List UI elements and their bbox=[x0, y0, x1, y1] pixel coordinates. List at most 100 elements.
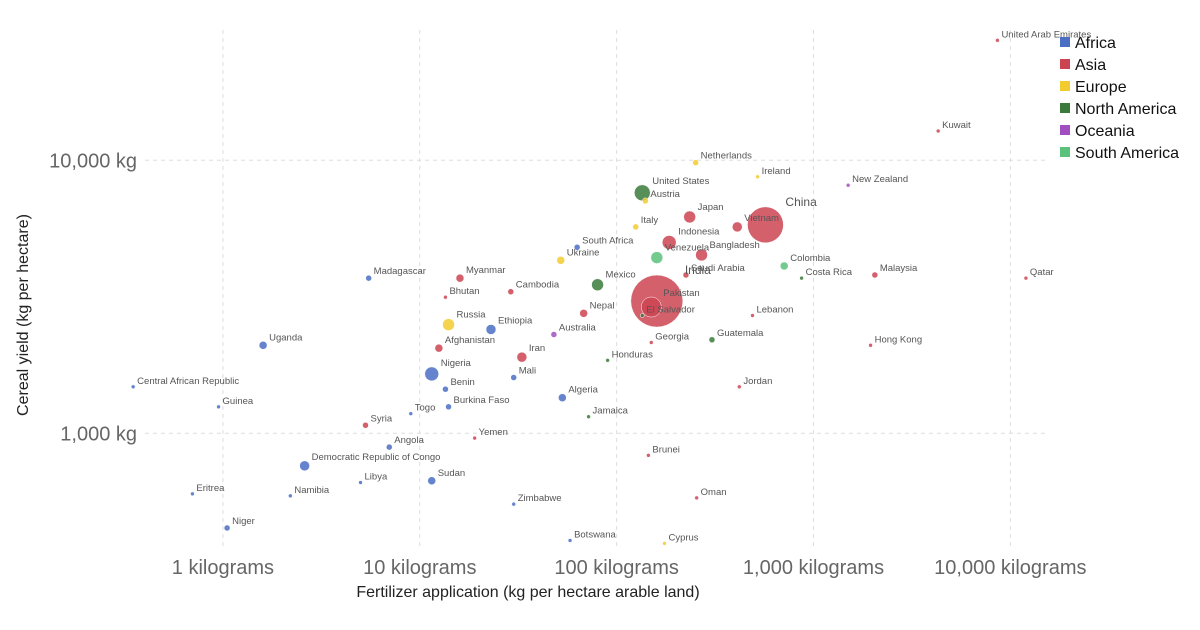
data-point[interactable] bbox=[299, 460, 310, 472]
data-point[interactable] bbox=[442, 385, 449, 393]
point-label: Oman bbox=[701, 487, 727, 498]
data-point[interactable] bbox=[692, 159, 699, 166]
data-point[interactable] bbox=[408, 411, 414, 416]
data-point[interactable] bbox=[443, 294, 448, 300]
point-label: Bangladesh bbox=[710, 240, 760, 251]
data-point[interactable] bbox=[362, 422, 369, 429]
point-label: Russia bbox=[457, 310, 487, 321]
data-point[interactable] bbox=[434, 343, 444, 353]
data-point[interactable] bbox=[511, 501, 516, 507]
point-label: Eritrea bbox=[196, 483, 225, 494]
data-point[interactable] bbox=[605, 358, 610, 363]
data-point[interactable] bbox=[130, 384, 136, 390]
data-point[interactable] bbox=[868, 343, 873, 348]
point-label: Benin bbox=[450, 377, 474, 388]
data-point[interactable] bbox=[650, 251, 664, 264]
data-point[interactable] bbox=[708, 336, 716, 344]
data-point[interactable] bbox=[445, 403, 452, 411]
point-label: Afghanistan bbox=[445, 335, 495, 346]
x-tick-label: 10 kilograms bbox=[363, 557, 476, 579]
data-point[interactable] bbox=[747, 206, 784, 244]
data-point[interactable] bbox=[510, 374, 517, 381]
data-point[interactable] bbox=[779, 261, 789, 271]
point-label: Costa Rica bbox=[806, 267, 853, 278]
point-label: Democratic Republic of Congo bbox=[312, 452, 441, 463]
point-label: Central African Republic bbox=[137, 376, 239, 387]
data-point[interactable] bbox=[507, 288, 515, 295]
point-label: Brunei bbox=[652, 444, 679, 455]
data-point[interactable] bbox=[472, 435, 477, 441]
point-label: Nigeria bbox=[441, 358, 472, 369]
data-point[interactable] bbox=[190, 491, 195, 497]
data-point[interactable] bbox=[223, 524, 231, 532]
point-label: Jamaica bbox=[593, 406, 629, 417]
data-point[interactable] bbox=[642, 197, 649, 205]
data-point[interactable] bbox=[732, 221, 743, 233]
legend-swatch bbox=[1060, 103, 1070, 113]
data-point[interactable] bbox=[871, 271, 879, 279]
data-point[interactable] bbox=[558, 393, 567, 402]
data-point[interactable] bbox=[661, 235, 677, 250]
point-label: Austria bbox=[650, 189, 680, 200]
data-point[interactable] bbox=[799, 275, 804, 281]
data-point[interactable] bbox=[573, 244, 581, 251]
point-label: Angola bbox=[394, 435, 424, 446]
point-label: Nepal bbox=[590, 300, 615, 311]
data-point[interactable] bbox=[632, 223, 639, 231]
data-point[interactable] bbox=[516, 351, 528, 363]
point-label: Niger bbox=[232, 516, 255, 527]
data-point[interactable] bbox=[591, 278, 604, 291]
point-label: Burkina Faso bbox=[454, 395, 510, 406]
legend-swatch bbox=[1060, 81, 1070, 91]
data-point[interactable] bbox=[640, 313, 645, 318]
data-point[interactable] bbox=[258, 341, 268, 350]
data-point[interactable] bbox=[683, 210, 696, 224]
data-point[interactable] bbox=[935, 128, 941, 134]
point-label: Cyprus bbox=[668, 532, 698, 543]
data-point[interactable] bbox=[694, 495, 699, 501]
data-point[interactable] bbox=[485, 324, 497, 335]
legend-swatch bbox=[1060, 59, 1070, 69]
data-point[interactable] bbox=[288, 493, 293, 499]
data-point[interactable] bbox=[1023, 275, 1029, 281]
point-label: Malaysia bbox=[880, 263, 918, 274]
point-label: Indonesia bbox=[678, 226, 720, 237]
legend: Africa Asia Europe North America Oceania Sout… bbox=[1060, 35, 1179, 162]
point-label: Honduras bbox=[612, 349, 653, 360]
point-label: Uganda bbox=[269, 332, 303, 343]
data-point[interactable] bbox=[556, 256, 565, 265]
x-tick-label: 1 kilograms bbox=[172, 557, 274, 579]
data-point[interactable] bbox=[649, 340, 654, 345]
data-point[interactable] bbox=[634, 184, 651, 202]
data-point[interactable] bbox=[455, 273, 465, 283]
data-point[interactable] bbox=[737, 384, 742, 390]
data-point[interactable] bbox=[682, 271, 690, 279]
point-label: Mexico bbox=[606, 270, 636, 281]
data-point[interactable] bbox=[995, 38, 1000, 43]
point-label: United States bbox=[652, 176, 709, 187]
point-label: Myanmar bbox=[466, 265, 506, 276]
data-point[interactable] bbox=[579, 309, 588, 318]
data-point[interactable] bbox=[750, 313, 755, 318]
data-point[interactable] bbox=[386, 443, 393, 451]
data-point[interactable] bbox=[641, 296, 662, 318]
data-point[interactable] bbox=[662, 541, 667, 546]
data-point[interactable] bbox=[427, 476, 436, 486]
data-point[interactable] bbox=[695, 248, 708, 262]
data-point[interactable] bbox=[424, 366, 439, 382]
data-point[interactable] bbox=[586, 414, 591, 419]
point-label: Cambodia bbox=[516, 280, 560, 291]
data-point[interactable] bbox=[755, 174, 760, 180]
data-point[interactable] bbox=[358, 480, 363, 485]
data-point[interactable] bbox=[365, 274, 372, 282]
data-point[interactable] bbox=[550, 331, 558, 338]
data-point[interactable] bbox=[845, 182, 851, 188]
data-point[interactable] bbox=[216, 404, 221, 410]
data-point[interactable] bbox=[567, 538, 573, 543]
point-label: Iran bbox=[529, 343, 545, 354]
point-label: New Zealand bbox=[852, 174, 908, 185]
data-point[interactable] bbox=[646, 453, 651, 458]
point-label: Italy bbox=[641, 215, 659, 226]
data-point[interactable] bbox=[442, 318, 455, 331]
